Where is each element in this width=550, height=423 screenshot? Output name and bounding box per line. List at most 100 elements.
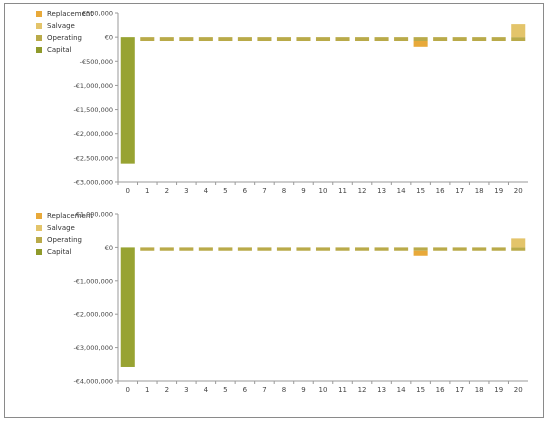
bar-operating-14 xyxy=(394,37,409,42)
bar-operating-11 xyxy=(335,37,350,42)
x-tick-label: 7 xyxy=(262,386,266,394)
legend-swatch xyxy=(36,225,42,231)
x-tick-label: 5 xyxy=(223,386,227,394)
x-tick-label: 11 xyxy=(338,187,347,195)
legend-label: Capital xyxy=(47,248,72,256)
bar-operating-7 xyxy=(257,37,272,42)
bar-operating-12 xyxy=(355,37,370,42)
x-tick-label: 0 xyxy=(126,187,130,195)
x-tick-label: 14 xyxy=(397,187,406,195)
y-tick-label: -€1,000,000 xyxy=(73,82,113,90)
x-tick-label: 5 xyxy=(223,187,227,195)
y-tick-label: €0 xyxy=(105,244,113,252)
y-tick-label: -€500,000 xyxy=(80,58,113,66)
x-tick-label: 6 xyxy=(243,187,248,195)
bar-operating-16 xyxy=(433,247,448,251)
x-tick-label: 18 xyxy=(475,187,484,195)
legend-label: Operating xyxy=(47,236,82,244)
legend-label: Capital xyxy=(47,46,72,54)
x-tick-label: 19 xyxy=(494,386,503,394)
bar-replacement-15 xyxy=(413,41,428,47)
legend-item-operating: Operating xyxy=(36,234,93,246)
legend-label: Replacement xyxy=(47,10,93,18)
legend-bottom: Replacement Salvage Operating Capital xyxy=(36,210,93,258)
y-tick-label: -€1,500,000 xyxy=(73,106,113,114)
bar-operating-2 xyxy=(159,247,174,251)
bar-operating-6 xyxy=(237,37,252,42)
x-tick-label: 19 xyxy=(494,187,503,195)
legend-item-salvage: Salvage xyxy=(36,222,93,234)
x-tick-label: 11 xyxy=(338,386,347,394)
legend-label: Salvage xyxy=(47,22,75,30)
x-tick-label: 20 xyxy=(514,187,523,195)
legend-item-capital: Capital xyxy=(36,246,93,258)
legend-swatch xyxy=(36,23,42,29)
x-tick-label: 3 xyxy=(184,386,188,394)
legend-swatch xyxy=(36,35,42,41)
x-tick-label: 20 xyxy=(514,386,523,394)
y-tick-label: €0 xyxy=(105,34,113,42)
bar-operating-9 xyxy=(296,37,311,42)
bar-operating-13 xyxy=(374,37,389,42)
y-tick-label: -€4,000,000 xyxy=(73,378,113,386)
x-tick-label: 2 xyxy=(165,386,169,394)
bar-operating-19 xyxy=(491,247,506,251)
bar-operating-1 xyxy=(140,37,155,42)
legend-item-capital: Capital xyxy=(36,44,93,56)
chart-frame xyxy=(4,3,544,418)
legend-swatch xyxy=(36,213,42,219)
x-tick-label: 2 xyxy=(165,187,169,195)
bar-operating-3 xyxy=(179,37,194,42)
bar-operating-9 xyxy=(296,247,311,251)
x-tick-label: 17 xyxy=(455,187,464,195)
bar-operating-15 xyxy=(413,247,428,251)
bar-operating-7 xyxy=(257,247,272,251)
bar-operating-12 xyxy=(355,247,370,251)
bar-salvage-20 xyxy=(511,238,526,248)
bar-operating-18 xyxy=(472,247,487,251)
x-tick-label: 17 xyxy=(455,386,464,394)
bar-capital-0 xyxy=(120,247,135,367)
x-tick-label: 13 xyxy=(377,187,386,195)
bar-replacement-15 xyxy=(413,250,428,256)
x-tick-label: 4 xyxy=(204,386,209,394)
y-tick-label: -€3,000,000 xyxy=(73,179,113,187)
bar-operating-5 xyxy=(218,37,233,42)
legend-label: Replacement xyxy=(47,212,93,220)
x-tick-label: 9 xyxy=(301,187,305,195)
bar-operating-17 xyxy=(452,37,467,42)
legend-swatch xyxy=(36,47,42,53)
legend-item-salvage: Salvage xyxy=(36,20,93,32)
bar-operating-17 xyxy=(452,247,467,251)
x-tick-label: 8 xyxy=(282,187,286,195)
x-tick-label: 10 xyxy=(319,386,328,394)
x-tick-label: 12 xyxy=(358,386,367,394)
x-tick-label: 1 xyxy=(145,187,149,195)
bar-operating-4 xyxy=(198,37,213,42)
x-tick-label: 10 xyxy=(319,187,328,195)
x-tick-label: 14 xyxy=(397,386,406,394)
bar-capital-0 xyxy=(120,37,135,164)
bar-operating-10 xyxy=(315,37,331,42)
y-tick-label: -€3,000,000 xyxy=(73,344,113,352)
x-tick-label: 0 xyxy=(126,386,130,394)
bar-operating-11 xyxy=(335,247,350,251)
legend-label: Salvage xyxy=(47,224,75,232)
x-tick-label: 12 xyxy=(358,187,367,195)
bar-operating-18 xyxy=(472,37,487,42)
bar-operating-20 xyxy=(511,247,526,251)
bar-operating-10 xyxy=(315,247,331,251)
bar-operating-4 xyxy=(198,247,213,251)
bar-operating-14 xyxy=(394,247,409,251)
bar-operating-1 xyxy=(140,247,155,251)
bar-operating-3 xyxy=(179,247,194,251)
x-tick-label: 16 xyxy=(436,386,445,394)
x-tick-label: 16 xyxy=(436,187,445,195)
x-tick-label: 3 xyxy=(184,187,188,195)
bar-operating-13 xyxy=(374,247,389,251)
bar-operating-20 xyxy=(511,37,526,42)
x-tick-label: 18 xyxy=(475,386,484,394)
bar-operating-6 xyxy=(237,247,252,251)
bar-operating-15 xyxy=(413,37,428,42)
